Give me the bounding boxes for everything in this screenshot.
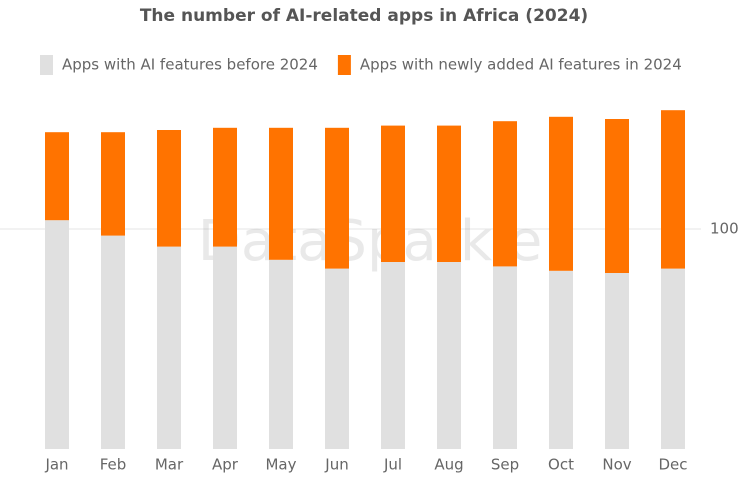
bar-segment [549,116,573,271]
x-tick-label: Jul [383,456,402,474]
bar-segment [157,246,181,449]
bar-segment [269,259,293,449]
bar-segment [381,262,405,449]
bar-segment [381,125,405,262]
x-tick-label: Dec [658,456,687,474]
y-tick-label: 100 [710,220,739,238]
bar-segment [493,121,517,267]
x-tick-label: Aug [434,456,463,474]
bar-segment [269,127,293,260]
x-tick-label: Oct [548,456,574,474]
legend-swatch [40,55,53,75]
bar-segment [101,132,125,236]
legend-swatch [337,55,351,75]
legend-label: Apps with AI features before 2024 [62,56,318,74]
bar-segment [437,262,461,449]
x-tick-label: Mar [155,456,184,474]
bar-segment [213,127,237,247]
legend-label: Apps with newly added AI features in 202… [360,56,682,74]
x-tick-label: May [265,456,296,474]
bar-segment [157,130,181,247]
bar-segment [45,132,69,221]
x-tick-label: Nov [602,456,631,474]
bar-segment [661,110,685,269]
bar-segment [101,235,125,449]
bar-segment [661,268,685,449]
bar-segment [325,127,349,269]
bar-segment [437,125,461,262]
x-tick-label: Feb [100,456,127,474]
bar-segment [549,270,573,449]
bar-segment [605,119,629,273]
x-tick-label: Jun [324,456,348,474]
watermark: DataSparkle [198,209,543,274]
bar-segment [493,266,517,449]
x-tick-label: Sep [491,456,519,474]
bar-segment [45,220,69,449]
bar-segment [605,273,629,449]
bar-segment [325,268,349,449]
bar-segment [213,246,237,449]
x-tick-label: Apr [212,456,239,474]
chart-title: The number of AI-related apps in Africa … [140,6,588,26]
x-tick-label: Jan [44,456,68,474]
